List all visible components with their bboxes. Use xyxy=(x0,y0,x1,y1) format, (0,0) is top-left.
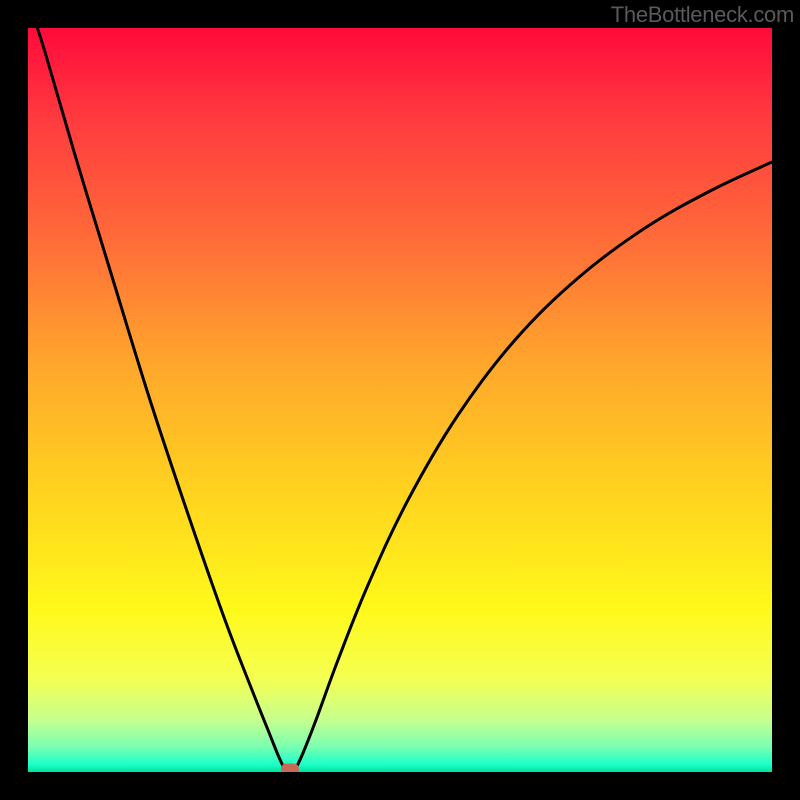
chart-canvas xyxy=(0,0,800,800)
attribution-label: TheBottleneck.com xyxy=(611,2,794,28)
bottleneck-chart: TheBottleneck.com xyxy=(0,0,800,800)
plot-background xyxy=(28,28,772,772)
